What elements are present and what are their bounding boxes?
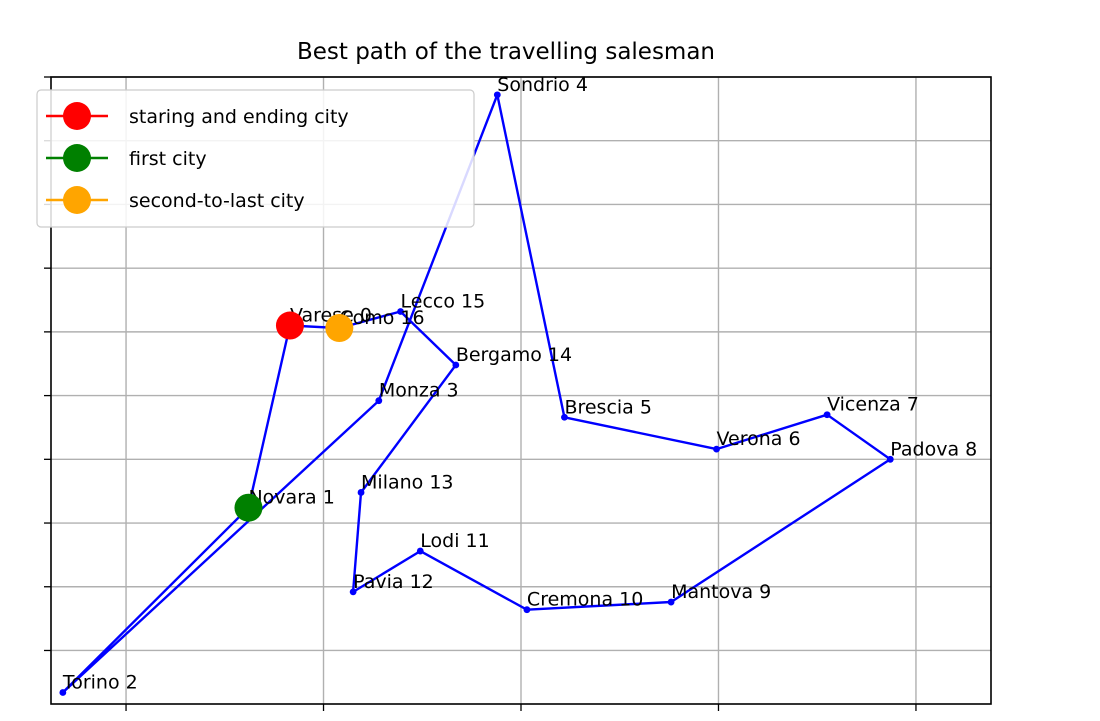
highlight-marker <box>325 314 354 343</box>
city-label: Brescia 5 <box>564 396 652 418</box>
highlighted-cities <box>234 311 354 522</box>
city-label: Monza 3 <box>379 380 459 402</box>
city-point <box>493 91 501 99</box>
city-point <box>713 445 720 453</box>
city-label: Sondrio 4 <box>497 74 588 96</box>
legend-marker <box>63 144 91 172</box>
legend: staring and ending city first city second-… <box>36 89 475 228</box>
city-point <box>357 489 365 496</box>
city-label: Lecco 15 <box>401 290 486 312</box>
city-label: Milano 13 <box>361 471 453 493</box>
chart-title: Best path of the travelling salesman <box>297 39 715 65</box>
highlight-marker <box>234 493 263 522</box>
city-label: Mantova 9 <box>671 581 771 603</box>
city-point <box>561 413 568 421</box>
city-point <box>452 361 460 369</box>
city-label: Pavia 12 <box>353 571 434 593</box>
city-label: Padova 8 <box>890 438 977 460</box>
city-point <box>375 397 383 405</box>
city-labels: Novara 1 Torino 2 Monza 3 Sondrio 4 Brescia … <box>62 74 977 694</box>
legend-marker <box>63 102 91 130</box>
legend-marker <box>63 186 91 214</box>
city-point <box>886 455 894 463</box>
city-label: Bergamo 14 <box>456 344 572 366</box>
city-point <box>397 308 404 315</box>
city-label: Verona 6 <box>717 428 801 450</box>
city-label: Lodi 11 <box>420 530 489 552</box>
city-point <box>667 598 675 606</box>
city-point <box>523 606 531 614</box>
legend-label: first city <box>129 148 207 170</box>
city-point <box>823 411 831 419</box>
highlight-marker <box>275 311 304 340</box>
city-label: Cremona 10 <box>527 589 643 611</box>
city-label: Novara 1 <box>248 487 334 509</box>
legend-box <box>36 89 475 228</box>
city-point <box>349 588 357 596</box>
city-point <box>416 547 424 555</box>
city-label: Varese 0 <box>290 305 372 327</box>
city-point <box>59 689 67 696</box>
city-label: Como 16 <box>339 307 424 329</box>
legend-label: staring and ending city <box>129 106 349 128</box>
city-label: Vicenza 7 <box>827 394 919 416</box>
route-path <box>61 93 892 694</box>
legend-label: second-to-last city <box>129 190 305 212</box>
city-label: Torino 2 <box>62 672 138 694</box>
plot-frame <box>50 76 992 705</box>
